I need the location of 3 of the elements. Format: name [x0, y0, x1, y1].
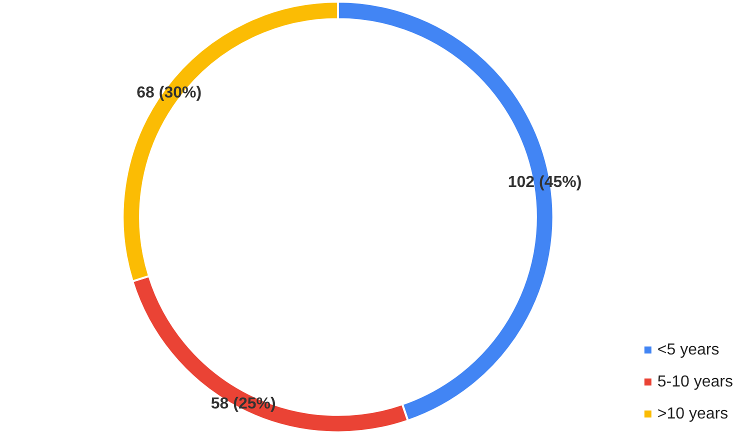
legend-label: <5 years — [657, 342, 720, 358]
legend-label: 5-10 years — [657, 374, 733, 390]
legend-label: >10 years — [657, 406, 728, 422]
